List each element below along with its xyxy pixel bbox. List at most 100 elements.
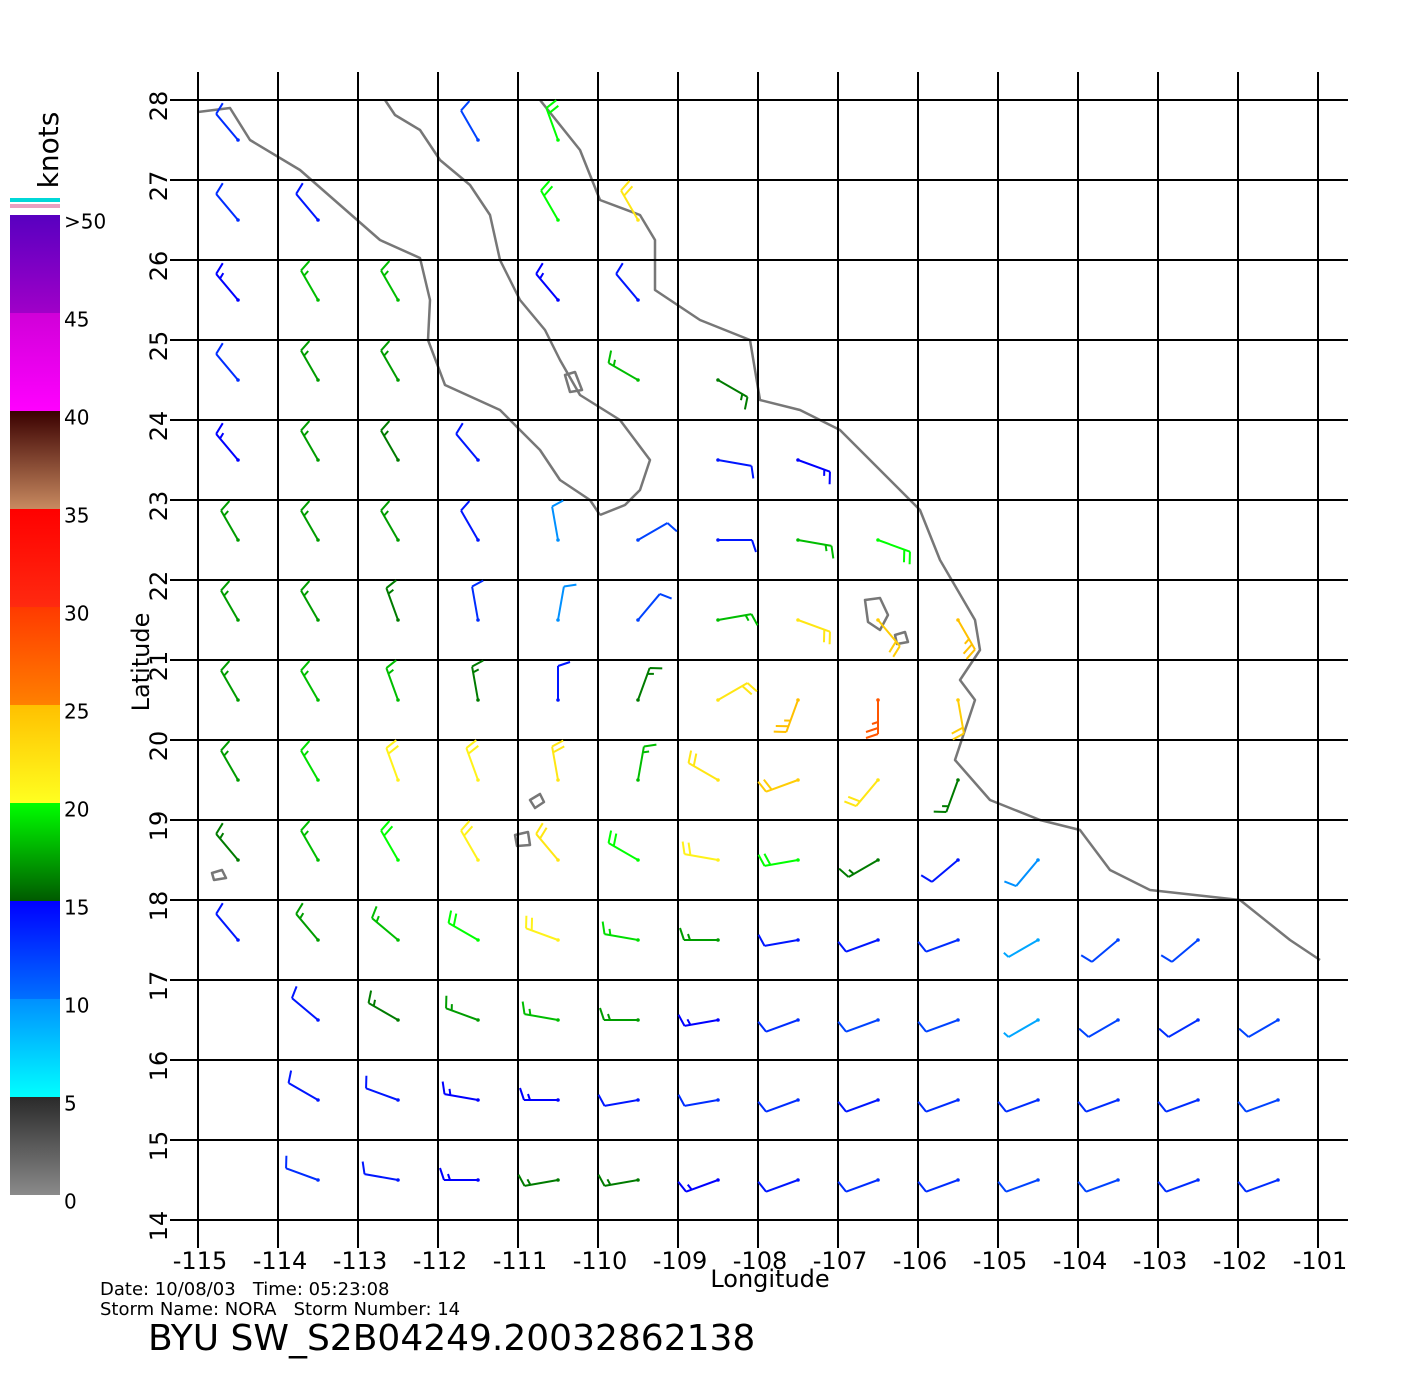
wind-barb bbox=[951, 699, 965, 741]
wind-barb bbox=[1003, 1019, 1039, 1038]
wind-barb bbox=[601, 921, 639, 941]
station-dot bbox=[236, 538, 240, 542]
station-dot bbox=[716, 1178, 720, 1182]
station-dot bbox=[396, 378, 400, 382]
station-dot bbox=[716, 938, 720, 942]
x-tick-label: -106 bbox=[893, 1247, 947, 1275]
station-dot bbox=[316, 1098, 320, 1102]
station-dot bbox=[236, 858, 240, 862]
wind-barb bbox=[460, 100, 479, 141]
station-dot bbox=[1196, 1178, 1200, 1182]
station-dot bbox=[476, 778, 480, 782]
wind-barb bbox=[551, 739, 565, 781]
station-dot bbox=[956, 1018, 960, 1022]
wind-barb bbox=[220, 580, 239, 621]
station-dot bbox=[716, 698, 720, 702]
wind-barb bbox=[1077, 1099, 1119, 1113]
wind-barb bbox=[447, 910, 479, 941]
colorbar-cap bbox=[10, 204, 60, 208]
station-dot bbox=[956, 1178, 960, 1182]
wind-barb bbox=[717, 613, 759, 626]
station-dot bbox=[236, 458, 240, 462]
y-tick-label: 26 bbox=[145, 251, 173, 282]
wind-barb bbox=[220, 660, 239, 701]
wind-barb bbox=[797, 459, 831, 485]
wind-barb bbox=[773, 699, 799, 733]
station-dot bbox=[396, 778, 400, 782]
station-dot bbox=[556, 938, 560, 942]
wind-barb bbox=[757, 1019, 799, 1033]
station-dot bbox=[316, 938, 320, 942]
wind-barb bbox=[551, 499, 564, 541]
station-dot bbox=[1036, 1178, 1040, 1182]
y-tick-label: 15 bbox=[145, 1131, 173, 1162]
x-tick-label: -103 bbox=[1133, 1247, 1187, 1275]
wind-barb bbox=[637, 522, 678, 541]
wind-barb bbox=[535, 262, 559, 301]
x-tick-label: -111 bbox=[493, 1247, 547, 1275]
wind-barb bbox=[1238, 1019, 1279, 1038]
wind-barb bbox=[285, 1155, 319, 1181]
wind-barb bbox=[1160, 939, 1199, 963]
colorbar-band bbox=[10, 313, 60, 411]
station-dot bbox=[556, 1018, 560, 1022]
x-tick-label: -113 bbox=[333, 1247, 387, 1275]
colorbar-tick-label: 0 bbox=[64, 1190, 77, 1214]
wind-barb bbox=[215, 182, 239, 221]
wind-barb bbox=[717, 379, 749, 410]
wind-barb bbox=[300, 500, 319, 541]
wind-barb bbox=[291, 986, 319, 1021]
wind-barb bbox=[380, 260, 399, 301]
station-dot bbox=[636, 538, 640, 542]
wind-barb bbox=[365, 1075, 399, 1101]
station-dot bbox=[556, 618, 560, 622]
station-dot bbox=[796, 698, 800, 702]
station-dot bbox=[876, 858, 880, 862]
station-dot bbox=[796, 618, 800, 622]
station-dot bbox=[956, 698, 960, 702]
wind-barb bbox=[540, 180, 559, 221]
wind-barb bbox=[439, 1167, 478, 1181]
colorbar-tick-label: 40 bbox=[64, 406, 89, 430]
station-dot bbox=[796, 858, 800, 862]
colorbar-tick-label: 35 bbox=[64, 504, 89, 528]
wind-barb bbox=[535, 822, 559, 861]
x-tick-label: -107 bbox=[813, 1247, 867, 1275]
station-dot bbox=[636, 618, 640, 622]
wind-barb bbox=[599, 1007, 638, 1021]
wind-barb bbox=[1157, 1179, 1199, 1193]
x-tick-label: -112 bbox=[413, 1247, 467, 1275]
wind-barb bbox=[300, 820, 319, 861]
station-dot bbox=[316, 698, 320, 702]
colorbar-tick-label: 15 bbox=[64, 896, 89, 920]
wind-barb bbox=[877, 619, 901, 658]
colorbar-tick-label: 10 bbox=[64, 994, 89, 1018]
station-dot bbox=[1116, 1098, 1120, 1102]
wind-barb bbox=[545, 99, 559, 141]
wind-barb bbox=[295, 182, 319, 221]
wind-barb bbox=[797, 539, 835, 559]
wind-barb bbox=[300, 740, 319, 781]
y-tick-label: 22 bbox=[145, 571, 173, 602]
station-dot bbox=[476, 138, 480, 142]
colorbar-cap bbox=[10, 198, 60, 202]
wind-barb bbox=[215, 422, 239, 461]
station-dot bbox=[796, 778, 800, 782]
wind-barb bbox=[865, 700, 879, 739]
y-tick-label: 23 bbox=[145, 491, 173, 522]
wind-barb bbox=[615, 262, 639, 301]
x-tick-label: -101 bbox=[1293, 1247, 1347, 1275]
station-dot bbox=[476, 618, 480, 622]
station-dot bbox=[396, 1098, 400, 1102]
wind-barb bbox=[287, 1070, 319, 1101]
station-dot bbox=[876, 618, 880, 622]
wind-barb bbox=[757, 934, 799, 947]
station-dot bbox=[476, 698, 480, 702]
colorbar-band bbox=[10, 215, 60, 313]
station-dot bbox=[716, 378, 720, 382]
colorbar-tick-label: 30 bbox=[64, 602, 89, 626]
station-dot bbox=[316, 298, 320, 302]
station-dot bbox=[556, 1098, 560, 1102]
wind-barb bbox=[997, 1179, 1039, 1193]
